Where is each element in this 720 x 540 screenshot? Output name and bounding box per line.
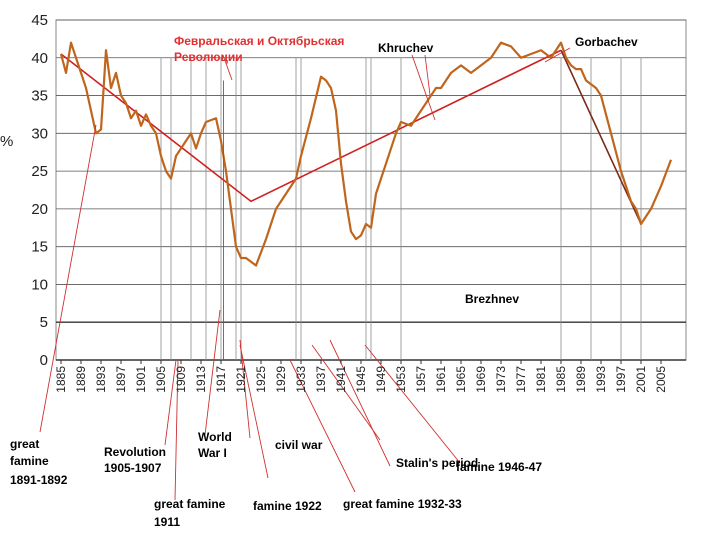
annotation-label: 1911	[154, 515, 180, 529]
annotation-label: famine 1946-47	[456, 460, 542, 474]
x-tick-label: 1937	[314, 366, 328, 393]
annotation-pointer	[239, 339, 251, 439]
x-tick-label: 1989	[574, 366, 588, 393]
annotation-label: 1891-1892	[10, 473, 68, 487]
annotation-label: World	[198, 430, 232, 444]
annotation-label: Brezhnev	[465, 292, 519, 306]
y-tick-label: 5	[40, 314, 48, 331]
x-tick-label: 1993	[594, 366, 608, 393]
annotation-pointer	[39, 124, 97, 433]
annotation-pointer	[311, 344, 381, 441]
trend-line	[560, 49, 642, 225]
y-tick-label: 15	[31, 239, 48, 256]
series-layer	[59, 41, 673, 267]
annotation-label: 1905-1907	[104, 461, 162, 475]
x-tick-label: 1925	[254, 366, 268, 393]
x-tick-label: 1901	[134, 366, 148, 393]
annotation-label: great famine 1932-33	[343, 497, 462, 511]
annotation-label: War I	[198, 446, 227, 460]
x-tick-label: 1941	[334, 366, 348, 393]
y-tick-label: 10	[31, 276, 48, 293]
annotation-pointer	[364, 344, 461, 464]
annotation-label: famine 1922	[253, 499, 322, 513]
y-axis-ticks: 0 5 10 15 20 25 30 35 40 45	[31, 12, 48, 369]
x-tick-label: 2001	[634, 366, 648, 393]
x-tick-label: 1945	[354, 366, 368, 393]
annotation-pointer	[424, 54, 431, 96]
x-tick-label: 1977	[514, 366, 528, 393]
y-tick-label: 20	[31, 201, 48, 218]
annotations: Февральская и Октябрьская Революции Khruch…	[10, 34, 638, 529]
y-tick-label: 40	[31, 50, 48, 67]
x-tick-label: 1917	[214, 366, 228, 393]
annotation-label: Февральская и Октябрьская	[174, 34, 344, 48]
annotation-label: Khruchev	[378, 41, 434, 55]
annotation-pointer	[204, 309, 221, 436]
event-marker-lines	[160, 57, 642, 360]
x-tick-label: 1889	[74, 366, 88, 393]
x-tick-label: 1929	[274, 366, 288, 393]
x-tick-label: 1893	[94, 366, 108, 393]
x-tick-label: 1957	[414, 366, 428, 393]
x-tick-label: 2005	[654, 366, 668, 393]
annotation-label: Gorbachev	[575, 35, 638, 49]
y-tick-label: 35	[31, 88, 48, 105]
x-tick-label: 1905	[154, 366, 168, 393]
x-tick-label: 1933	[294, 366, 308, 393]
x-tick-label: 1969	[474, 366, 488, 393]
series-line	[59, 41, 673, 267]
y-tick-label: 45	[31, 12, 48, 29]
x-tick-label: 1921	[234, 366, 248, 393]
y-tick-label: 25	[31, 163, 48, 180]
annotation-pointer	[411, 54, 436, 121]
x-tick-label: 1913	[194, 366, 208, 393]
x-tick-label: 1973	[494, 366, 508, 393]
x-tick-label: 1909	[174, 366, 188, 393]
annotation-pointer	[164, 359, 177, 446]
y-tick-label: 0	[40, 352, 48, 369]
x-tick-label: 1961	[434, 366, 448, 393]
annotation-label: Революции	[174, 50, 243, 64]
annotation-pointer	[239, 344, 269, 479]
annotation-pointer	[222, 54, 233, 81]
annotation-pointer	[289, 359, 356, 493]
annotation-pointer	[174, 360, 179, 501]
annotation-label: famine	[10, 454, 49, 468]
x-axis-ticks: 1885 1889 1893 1897 1901 1905 1909 1913 1917 1921…	[54, 360, 668, 393]
x-tick-label: 1981	[534, 366, 548, 393]
x-tick-label: 1985	[554, 366, 568, 393]
annotation-label: great	[10, 437, 39, 451]
x-tick-label: 1953	[394, 366, 408, 393]
trend-line	[60, 49, 562, 203]
annotation-pointers	[39, 47, 571, 501]
x-tick-label: 1965	[454, 366, 468, 393]
annotation-label: great famine	[154, 497, 226, 511]
annotation-label: Revolution	[104, 445, 166, 459]
annotation-label: civil war	[275, 438, 323, 452]
x-tick-label: 1897	[114, 366, 128, 393]
y-axis-label: %	[0, 133, 13, 150]
x-tick-label: 1997	[614, 366, 628, 393]
x-tick-label: 1885	[54, 366, 68, 393]
x-tick-label: 1949	[374, 366, 388, 393]
y-tick-label: 30	[31, 125, 48, 142]
annotation-pointer	[544, 47, 571, 63]
annotation-label: Stalin's period	[396, 456, 478, 470]
annotation-pointer	[329, 339, 391, 467]
